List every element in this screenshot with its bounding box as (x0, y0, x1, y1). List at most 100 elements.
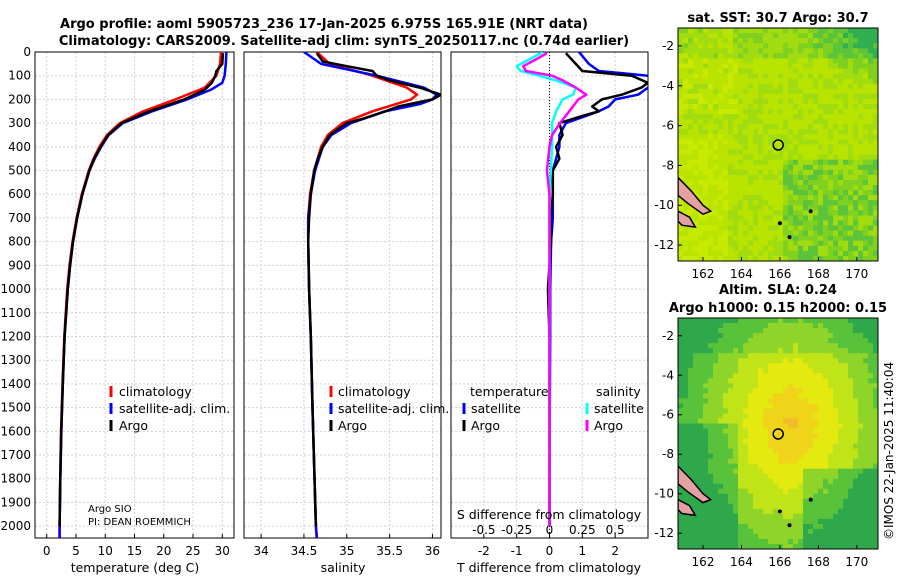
map-cell (868, 28, 874, 34)
map-cell (713, 169, 719, 176)
map-cell (848, 200, 854, 206)
map-cell (788, 358, 794, 364)
map-cell (693, 368, 699, 374)
map-cell (813, 528, 819, 535)
map-cell (838, 368, 844, 374)
map-cell (753, 235, 759, 242)
map-cell (733, 205, 739, 211)
map-cell (813, 518, 819, 525)
x-tick-label: -1 (511, 544, 523, 558)
map-cell (828, 235, 834, 242)
map-cell (843, 518, 849, 525)
map-cell (733, 119, 739, 125)
map-cell (823, 323, 829, 329)
map-cell (738, 83, 744, 90)
map-cell (763, 93, 769, 100)
map-cell (848, 448, 854, 455)
map-cell (683, 343, 689, 349)
map-cell (773, 169, 779, 176)
map-cell (743, 393, 749, 399)
map-cell (723, 210, 729, 216)
map-cell (808, 388, 814, 394)
map-cell (833, 513, 839, 520)
map-cell (838, 433, 844, 440)
map-cell (848, 255, 854, 261)
map-cell (768, 478, 774, 485)
map-cell (868, 58, 874, 65)
map-cell (718, 119, 724, 125)
map-cell (768, 328, 774, 334)
map-cell (763, 448, 769, 455)
map-cell (753, 373, 759, 379)
argo-info-line-2: PI: DEAN ROEMMICH (88, 517, 191, 528)
map-cell (813, 338, 819, 344)
map-y-tick-label: -8 (662, 158, 674, 172)
map-cell (798, 144, 804, 151)
map-cell (753, 533, 759, 540)
map-cell (758, 93, 764, 100)
map-cell (788, 463, 794, 470)
map-cell (688, 418, 694, 424)
map-cell (853, 513, 859, 520)
map-cell (773, 225, 779, 232)
map-cell (858, 43, 864, 49)
map-cell (818, 483, 824, 490)
map-cell (738, 343, 744, 349)
map-cell (683, 159, 689, 166)
map-cell (743, 109, 749, 115)
map-cell (738, 393, 744, 399)
map-cell (873, 408, 878, 414)
map-cell (728, 318, 734, 324)
map-cell (738, 483, 744, 490)
map-cell (828, 483, 834, 490)
map-cell (783, 323, 789, 329)
map-cell (723, 528, 729, 535)
map-cell (833, 205, 839, 211)
map-cell (748, 240, 754, 247)
map-cell (808, 43, 814, 49)
map-cell (833, 98, 839, 105)
map-cell (738, 493, 744, 500)
map-cell (758, 368, 764, 374)
map-cell (863, 483, 869, 490)
map-cell (713, 463, 719, 470)
map-cell (688, 114, 694, 120)
island-shape (678, 498, 697, 517)
map-cell (778, 358, 784, 364)
map-cell (738, 104, 744, 110)
map-cell (863, 215, 869, 222)
map-cell (783, 210, 789, 216)
map-cell (738, 453, 744, 460)
map-cell (708, 119, 714, 125)
map-cell (798, 368, 804, 374)
map-cell (873, 323, 878, 329)
island-shape (678, 210, 697, 229)
map-cell (838, 144, 844, 151)
map-cell (868, 388, 874, 394)
map-cell (803, 139, 809, 146)
map-cell (783, 93, 789, 100)
map-cell (783, 473, 789, 480)
map-cell (748, 225, 754, 232)
map-cell (848, 230, 854, 237)
map-cell (763, 383, 769, 389)
map-cell (753, 353, 759, 359)
map-cell (728, 190, 734, 196)
map-cell (838, 149, 844, 156)
map-cell (733, 195, 739, 201)
map-cell (703, 503, 709, 510)
map-cell (833, 43, 839, 49)
map-cell (848, 48, 854, 54)
difference-xlabel-top: S difference from climatology (457, 507, 642, 522)
map-cell (693, 448, 699, 455)
map-cell (713, 230, 719, 237)
map-cell (728, 493, 734, 500)
map-cell (828, 463, 834, 470)
map-cell (848, 53, 854, 59)
map-cell (788, 78, 794, 85)
map-cell (858, 139, 864, 146)
map-cell (703, 408, 709, 414)
map-cell (838, 235, 844, 242)
map-cell (838, 413, 844, 419)
map-cell (778, 68, 784, 75)
